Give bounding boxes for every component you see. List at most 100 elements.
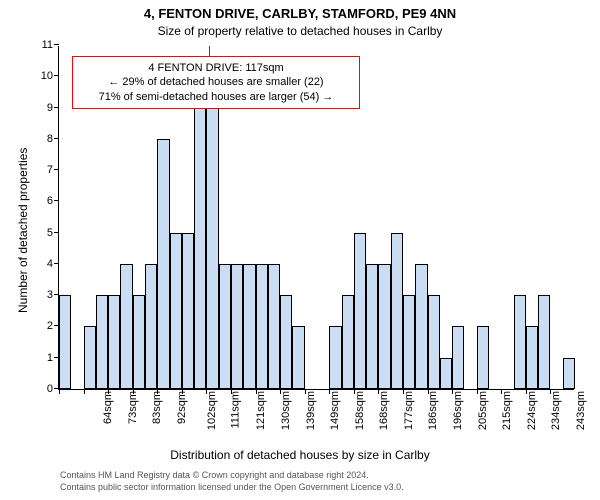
histogram-bar (120, 264, 132, 389)
y-tick-mark (54, 107, 59, 108)
histogram-bar (354, 233, 366, 389)
histogram-bar (403, 295, 415, 389)
x-tick-label: 186sqm (422, 391, 440, 430)
histogram-bar (268, 264, 280, 389)
histogram-bar (563, 358, 575, 389)
x-tick-mark (280, 389, 281, 394)
x-tick-mark (354, 389, 355, 394)
x-tick-label: 158sqm (348, 391, 366, 430)
histogram-bar (256, 264, 268, 389)
y-tick-label: 6 (47, 195, 59, 207)
x-tick-mark (329, 389, 330, 394)
y-tick-mark (54, 169, 59, 170)
y-tick-label: 3 (47, 289, 59, 301)
x-tick-mark (526, 389, 527, 394)
histogram-bar (194, 108, 206, 389)
x-tick-mark (501, 389, 502, 394)
x-tick-mark (133, 389, 134, 394)
x-tick-mark (231, 389, 232, 394)
x-tick-mark (108, 389, 109, 394)
histogram-bar (342, 295, 354, 389)
y-tick-mark (54, 75, 59, 76)
histogram-bar (280, 295, 292, 389)
infobox-line-3: 71% of semi-detached houses are larger (… (79, 90, 353, 104)
histogram-bar (514, 295, 526, 389)
x-tick-label: 243sqm (569, 391, 587, 430)
y-tick-label: 4 (47, 258, 59, 270)
x-tick-mark (378, 389, 379, 394)
y-tick-label: 8 (47, 133, 59, 145)
histogram-bar (182, 233, 194, 389)
histogram-bar (145, 264, 157, 389)
histogram-bar (428, 295, 440, 389)
x-tick-mark (477, 389, 478, 394)
histogram-bar (538, 295, 550, 389)
histogram-bar (84, 326, 96, 389)
x-tick-mark (403, 389, 404, 394)
y-tick-label: 0 (47, 383, 59, 395)
histogram-bar (452, 326, 464, 389)
x-tick-label: 64sqm (96, 391, 114, 424)
histogram-bar (526, 326, 538, 389)
x-tick-label: 130sqm (274, 391, 292, 430)
histogram-bar (170, 233, 182, 389)
attribution-line-1: Contains HM Land Registry data © Crown c… (60, 470, 404, 482)
infobox-line-2: ← 29% of detached houses are smaller (22… (79, 75, 353, 89)
histogram-bar (133, 295, 145, 389)
y-tick-mark (54, 138, 59, 139)
x-tick-label: 92sqm (170, 391, 188, 424)
x-tick-mark (428, 389, 429, 394)
x-tick-label: 139sqm (299, 391, 317, 430)
y-tick-mark (54, 200, 59, 201)
histogram-bar (415, 264, 427, 389)
histogram-bar (440, 358, 452, 389)
x-tick-label: 121sqm (250, 391, 268, 430)
histogram-bar (206, 108, 218, 389)
y-tick-mark (54, 232, 59, 233)
y-tick-label: 11 (42, 39, 59, 51)
histogram-bar (391, 233, 403, 389)
x-tick-mark (157, 389, 158, 394)
x-tick-mark (84, 389, 85, 394)
attribution: Contains HM Land Registry data © Crown c… (60, 470, 404, 493)
x-tick-mark (305, 389, 306, 394)
y-tick-label: 9 (47, 102, 59, 114)
histogram-bar (292, 326, 304, 389)
x-tick-label: 111sqm (223, 391, 241, 429)
y-tick-mark (54, 263, 59, 264)
x-tick-label: 196sqm (446, 391, 464, 430)
x-tick-mark (256, 389, 257, 394)
x-tick-label: 252sqm (594, 391, 600, 430)
x-tick-label: 234sqm (544, 391, 562, 430)
histogram-bar (108, 295, 120, 389)
x-tick-label: 215sqm (495, 391, 513, 430)
infobox-line-1: 4 FENTON DRIVE: 117sqm (79, 61, 353, 75)
histogram-bar (59, 295, 71, 389)
y-tick-mark (54, 44, 59, 45)
x-tick-mark (182, 389, 183, 394)
histogram-bar (366, 264, 378, 389)
histogram-bar (378, 264, 390, 389)
attribution-line-2: Contains public sector information licen… (60, 482, 404, 494)
x-tick-label: 177sqm (397, 391, 415, 430)
histogram-bar (329, 326, 341, 389)
y-tick-label: 10 (41, 70, 59, 82)
x-tick-mark (550, 389, 551, 394)
y-tick-label: 7 (47, 164, 59, 176)
histogram-bar (231, 264, 243, 389)
figure: 4, FENTON DRIVE, CARLBY, STAMFORD, PE9 4… (0, 0, 600, 500)
histogram-bar (157, 139, 169, 389)
x-tick-mark (59, 389, 60, 394)
histogram-bar (96, 295, 108, 389)
histogram-bar (219, 264, 231, 389)
x-tick-label: 102sqm (200, 391, 218, 430)
y-tick-label: 5 (47, 227, 59, 239)
y-tick-label: 1 (47, 352, 59, 364)
y-tick-label: 2 (47, 320, 59, 332)
x-tick-label: 83sqm (145, 391, 163, 424)
y-axis-label: Number of detached properties (16, 148, 30, 313)
x-tick-mark (452, 389, 453, 394)
x-axis-label: Distribution of detached houses by size … (0, 448, 600, 462)
x-tick-label: 149sqm (323, 391, 341, 430)
x-tick-label: 205sqm (471, 391, 489, 430)
